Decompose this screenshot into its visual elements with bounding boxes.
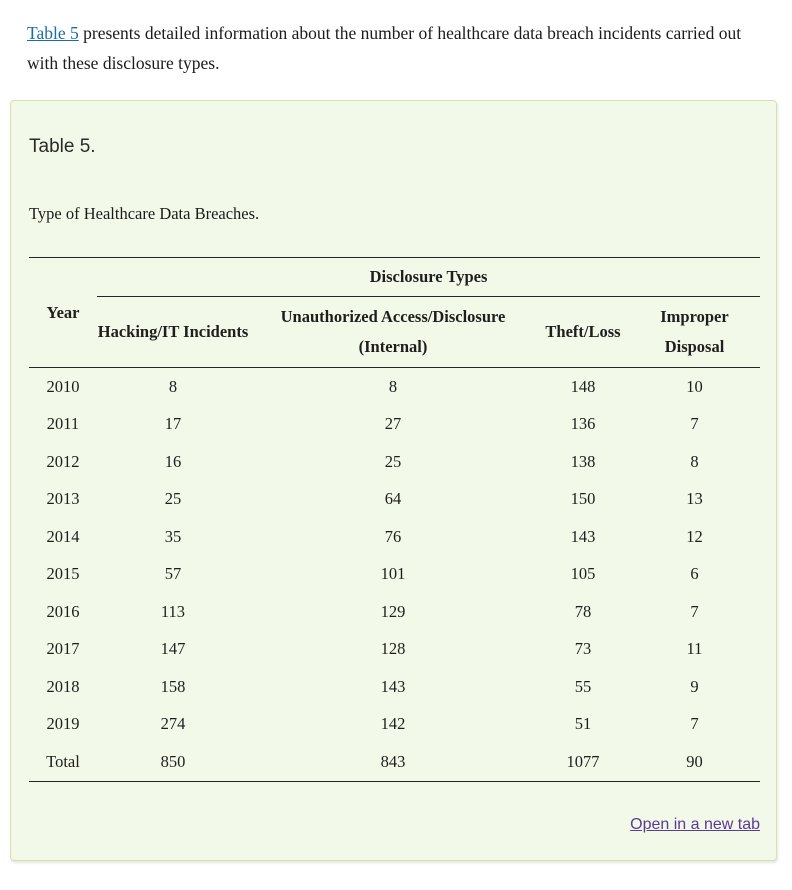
value-cell: 27 xyxy=(384,414,402,434)
value-cell: 101 xyxy=(380,564,406,584)
column-header-row: Hacking/IT Incidents Unauthorized Access… xyxy=(29,296,760,368)
value-cell: 51 xyxy=(574,714,592,734)
value-cell: 129 xyxy=(380,601,406,621)
row-label-cell: 2015 xyxy=(46,564,80,584)
table-row: 2019 274 142 51 7 xyxy=(29,706,760,744)
value-cell: 10 xyxy=(686,376,703,396)
table-row: 2018 158 143 55 9 xyxy=(29,668,760,706)
value-cell: 17 xyxy=(164,414,182,434)
table-row: 2017 147 128 73 11 xyxy=(29,631,760,669)
row-label-cell: 2017 xyxy=(46,639,80,659)
value-cell: 142 xyxy=(380,714,406,734)
column-header-theft-loss: Theft/Loss xyxy=(537,296,629,368)
table-row: 2010 8 8 148 10 xyxy=(29,368,760,406)
value-cell: 12 xyxy=(686,526,703,546)
table-row: 2014 35 76 143 12 xyxy=(29,518,760,556)
value-cell: 73 xyxy=(574,639,592,659)
intro-text: presents detailed information about the … xyxy=(27,23,742,73)
table-panel: Table 5. Type of Healthcare Data Breache… xyxy=(10,100,777,861)
value-cell: 158 xyxy=(160,676,186,696)
value-cell: 7 xyxy=(690,601,699,621)
value-cell: 11 xyxy=(686,639,703,659)
value-cell: 55 xyxy=(574,676,592,696)
table-row: 2013 25 64 150 13 xyxy=(29,481,760,519)
column-header-hacking: Hacking/IT Incidents xyxy=(97,296,249,368)
value-cell: 25 xyxy=(384,451,402,471)
value-cell: 8 xyxy=(690,451,699,471)
open-link-row: Open in a new tab xyxy=(29,816,760,834)
column-header-improper-disposal: Improper Disposal xyxy=(629,296,760,368)
row-label-cell: 2019 xyxy=(46,714,80,734)
value-cell: 9 xyxy=(690,676,699,696)
value-cell: 6 xyxy=(690,564,699,584)
table-caption: Type of Healthcare Data Breaches. xyxy=(29,204,260,223)
value-cell: 147 xyxy=(160,639,186,659)
table-row: 2012 16 25 138 8 xyxy=(29,443,760,481)
column-header-unauthorized: Unauthorized Access/Disclosure (Internal… xyxy=(249,296,537,368)
table-row: 2011 17 27 136 7 xyxy=(29,406,760,444)
value-cell: 274 xyxy=(160,714,186,734)
row-label-cell: 2010 xyxy=(46,376,80,396)
value-cell: 1077 xyxy=(537,743,629,782)
value-cell: 7 xyxy=(690,414,699,434)
value-cell: 113 xyxy=(160,601,186,621)
row-label-cell: 2016 xyxy=(46,601,80,621)
row-label-cell: Total xyxy=(29,743,97,782)
value-cell: 90 xyxy=(629,743,760,782)
value-cell: 143 xyxy=(380,676,406,696)
row-label-cell: 2012 xyxy=(46,451,80,471)
value-cell: 8 xyxy=(168,376,178,396)
value-cell: 35 xyxy=(164,526,182,546)
panel-title: Table 5. xyxy=(29,136,96,157)
value-cell: 76 xyxy=(384,526,402,546)
value-cell: 138 xyxy=(570,451,596,471)
value-cell: 64 xyxy=(384,489,402,509)
row-label-cell: 2013 xyxy=(46,489,80,509)
value-cell: 105 xyxy=(570,564,596,584)
row-label-cell: 2011 xyxy=(46,414,80,434)
value-cell: 25 xyxy=(164,489,182,509)
value-cell: 843 xyxy=(249,743,537,782)
group-header-row: Year Disclosure Types xyxy=(29,257,760,368)
column-header-year: Year xyxy=(29,257,97,368)
value-cell: 136 xyxy=(570,414,596,434)
value-cell: 57 xyxy=(164,564,182,584)
open-in-new-tab-link[interactable]: Open in a new tab xyxy=(630,815,760,833)
table-row: Total 850 843 1077 90 xyxy=(29,743,760,782)
value-cell: 850 xyxy=(97,743,249,782)
table-body: 2010 8 8 148 10 2011 17 27 136 7 2012 16 25 138 8 2013 2… xyxy=(29,368,760,782)
table-row: 2016 113 129 78 7 xyxy=(29,593,760,631)
value-cell: 150 xyxy=(570,489,596,509)
value-cell: 143 xyxy=(570,526,596,546)
value-cell: 7 xyxy=(690,714,699,734)
row-label-cell: 2018 xyxy=(46,676,80,696)
value-cell: 13 xyxy=(686,489,703,509)
table5-link[interactable]: Table 5 xyxy=(27,23,79,43)
value-cell: 8 xyxy=(388,376,398,396)
value-cell: 128 xyxy=(380,639,406,659)
intro-paragraph: Table 5 presents detailed information ab… xyxy=(27,18,769,78)
table-row: 2015 57 101 105 6 xyxy=(29,556,760,594)
value-cell: 16 xyxy=(164,451,182,471)
row-label-cell: 2014 xyxy=(46,526,80,546)
table-header: Year Disclosure Types Hacking/IT Inciden… xyxy=(29,257,760,368)
value-cell: 148 xyxy=(570,376,596,396)
value-cell: 78 xyxy=(574,601,592,621)
breach-table: Year Disclosure Types Hacking/IT Inciden… xyxy=(29,257,760,782)
group-header-disclosure-types: Disclosure Types xyxy=(97,257,760,297)
